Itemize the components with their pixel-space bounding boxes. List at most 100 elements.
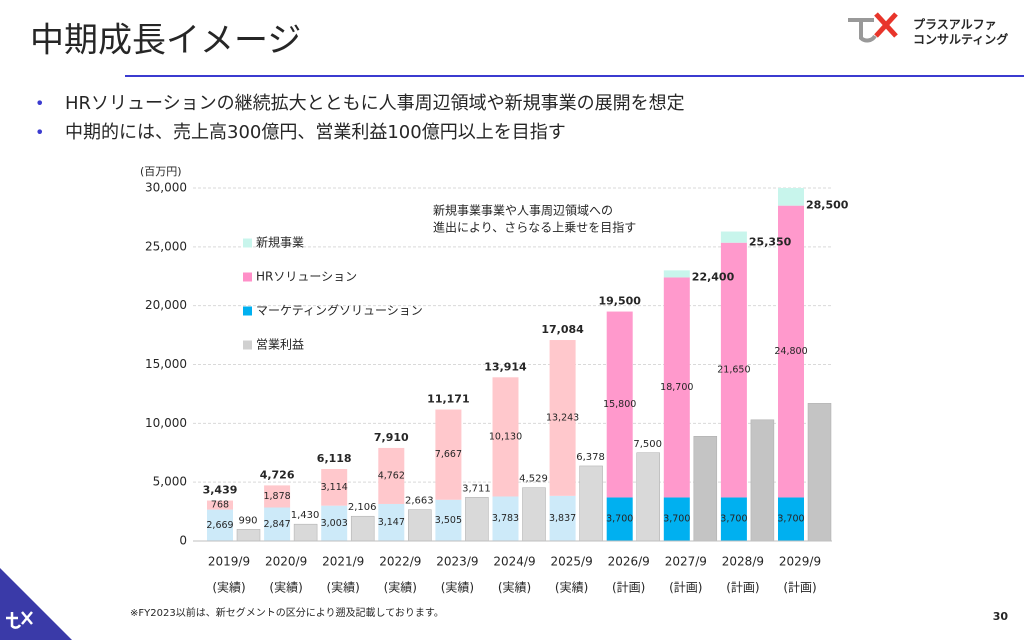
segment-label: 3,700 bbox=[777, 514, 804, 525]
stack-segment bbox=[778, 205, 804, 498]
total-label: 11,171 bbox=[427, 393, 469, 406]
profit-bar bbox=[522, 487, 546, 542]
legend-label: 新規事業 bbox=[256, 235, 304, 250]
stack-segment bbox=[207, 500, 233, 510]
profit-label: 1,430 bbox=[291, 510, 320, 521]
segment-label: 4,762 bbox=[378, 470, 405, 481]
x-tick-label: 2025/9 bbox=[550, 555, 592, 569]
stack-segment bbox=[492, 496, 519, 541]
x-tick-label: 2023/9 bbox=[436, 555, 478, 569]
profit-label: 4,529 bbox=[519, 474, 548, 485]
total-label: 19,500 bbox=[598, 295, 641, 308]
x-sublabel: (実績) bbox=[498, 580, 531, 595]
stack-segment bbox=[663, 497, 690, 541]
profit-label: 3,711 bbox=[462, 483, 491, 494]
y-tick-label: 25,000 bbox=[145, 239, 187, 253]
segment-label: 2,669 bbox=[206, 520, 233, 531]
stack-segment bbox=[549, 340, 576, 496]
segment-label: 3,505 bbox=[435, 515, 462, 526]
segment-label: 3,003 bbox=[321, 518, 348, 529]
x-tick-label: 2021/9 bbox=[322, 555, 364, 569]
segment-label: 15,800 bbox=[603, 399, 636, 410]
total-label: 13,914 bbox=[484, 360, 527, 373]
bullet: HRソリューションの継続拡大とともに人事周辺領域や新規事業の展開を想定 bbox=[65, 93, 685, 114]
x-sublabel: (計画) bbox=[669, 580, 702, 595]
profit-bar bbox=[579, 465, 603, 542]
profit-bar bbox=[236, 529, 261, 542]
total-label: 28,500 bbox=[806, 199, 849, 212]
segment-label: 7,667 bbox=[435, 449, 462, 460]
profit-bar bbox=[350, 515, 375, 542]
legend-label: マーケティングソリューション bbox=[256, 304, 423, 318]
stack-segment bbox=[606, 497, 633, 541]
x-sublabel: (計画) bbox=[612, 580, 645, 595]
segment-label: 3,114 bbox=[321, 482, 348, 493]
stack-segment bbox=[492, 377, 519, 497]
stack-segment bbox=[720, 231, 747, 243]
x-tick-label: 2026/9 bbox=[608, 555, 650, 569]
stack-segment bbox=[720, 497, 747, 541]
stack-segment bbox=[264, 507, 291, 541]
total-label: 22,400 bbox=[692, 270, 735, 283]
total-label: 4,726 bbox=[260, 468, 295, 481]
total-label: 25,350 bbox=[749, 236, 792, 249]
profit-bar bbox=[408, 509, 432, 542]
profit-bar bbox=[750, 419, 775, 542]
x-sublabel: (実績) bbox=[212, 580, 245, 595]
profit-label: 2,663 bbox=[405, 496, 434, 507]
page-number: 30 bbox=[993, 610, 1009, 623]
logo-text: プラスアルファ bbox=[913, 17, 997, 32]
logo: プラスアルファ コンサルティング bbox=[848, 12, 1008, 47]
legend-swatch bbox=[243, 272, 252, 282]
slide-title: 中期成長イメージ bbox=[30, 21, 301, 61]
profit-label: 7,500 bbox=[633, 439, 662, 450]
segment-label: 3,147 bbox=[378, 517, 405, 528]
segment-label: 1,878 bbox=[263, 491, 290, 502]
stack-segment bbox=[720, 242, 747, 498]
segment-label: 3,700 bbox=[720, 514, 747, 525]
x-tick-label: 2020/9 bbox=[265, 555, 307, 569]
segment-label: 3,700 bbox=[663, 514, 690, 525]
stack-segment bbox=[207, 509, 233, 541]
total-label: 7,910 bbox=[374, 431, 409, 444]
legend-swatch bbox=[243, 238, 252, 248]
segment-label: 3,783 bbox=[492, 513, 519, 524]
legend-label: 営業利益 bbox=[256, 338, 304, 352]
profit-bar bbox=[807, 403, 832, 542]
x-tick-label: 2027/9 bbox=[665, 555, 707, 569]
logo-text: コンサルティング bbox=[913, 32, 1008, 47]
segment-label: 3,837 bbox=[549, 513, 576, 524]
profit-label: 990 bbox=[238, 515, 257, 526]
unit-label: (百万円) bbox=[140, 165, 182, 178]
stack-segment bbox=[435, 409, 462, 500]
profit-label: 2,106 bbox=[348, 502, 377, 513]
profit-bar bbox=[693, 436, 718, 542]
stack-segment bbox=[378, 447, 405, 504]
profit-label: 6,378 bbox=[576, 452, 605, 463]
stack-segment bbox=[606, 311, 633, 498]
y-tick-label: 15,000 bbox=[145, 357, 187, 371]
corner-badge bbox=[0, 568, 72, 640]
y-tick-label: 20,000 bbox=[145, 298, 187, 312]
stack-segment bbox=[663, 270, 690, 278]
annotation: 新規事業事業や人事周辺領域への bbox=[433, 203, 613, 218]
x-tick-label: 2028/9 bbox=[722, 555, 764, 569]
footnote: ※FY2023以前は、新セグメントの区分により遡及記載しております。 bbox=[130, 606, 444, 619]
stack-segment bbox=[435, 499, 462, 541]
total-label: 6,118 bbox=[317, 452, 352, 465]
segment-label: 768 bbox=[211, 500, 229, 511]
x-tick-label: 2019/9 bbox=[208, 555, 250, 569]
profit-bar bbox=[636, 452, 660, 542]
y-tick-label: 10,000 bbox=[145, 416, 187, 430]
x-sublabel: (実績) bbox=[555, 580, 588, 595]
stack-segment bbox=[663, 277, 690, 498]
stack-segment bbox=[778, 188, 804, 206]
segment-label: 24,800 bbox=[774, 346, 807, 357]
bullet-dot: • bbox=[35, 94, 44, 113]
bullet-dot: • bbox=[35, 123, 44, 142]
legend-label: HRソリューション bbox=[256, 270, 357, 284]
x-sublabel: (計画) bbox=[783, 580, 816, 595]
total-label: 3,439 bbox=[203, 484, 238, 497]
